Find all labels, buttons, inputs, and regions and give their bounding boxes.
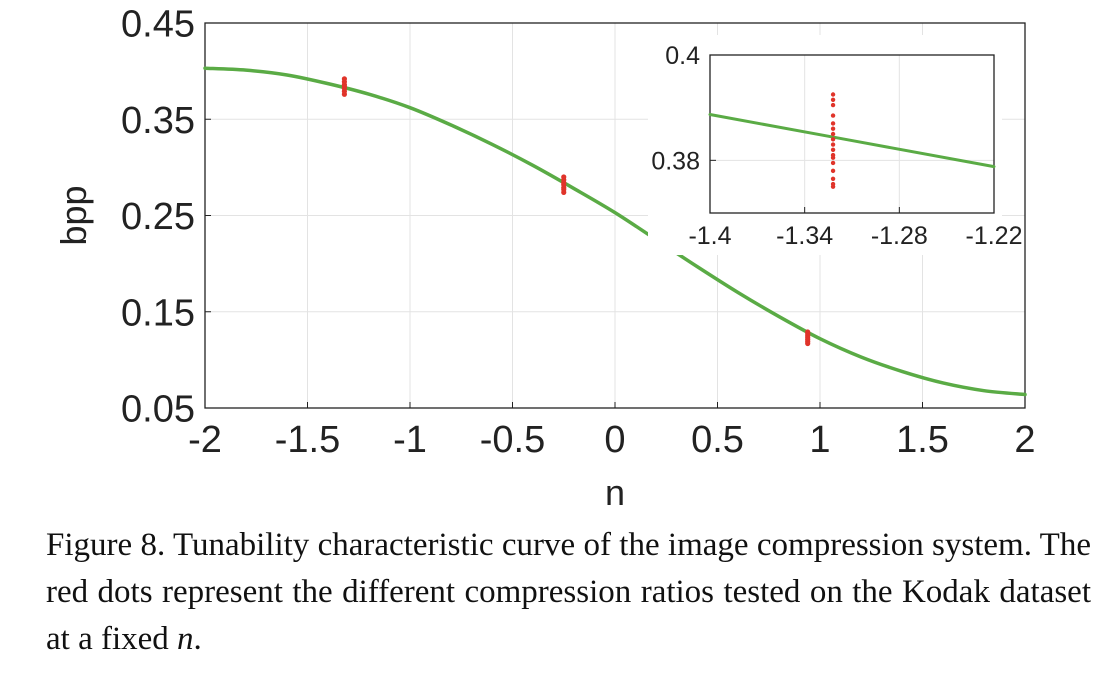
figure-canvas: -2 -1.5 -1 -0.5 0 0.5 1 1.5 2 0.05 0.15 0.25 0.35 0.4…: [53, 4, 1036, 513]
figure-caption: Figure 8. Tunability characteristic curv…: [46, 522, 1091, 663]
inset-data-point-15: [830, 97, 836, 102]
x-axis-label: n: [605, 472, 625, 513]
inset-series: [708, 92, 996, 189]
main-data-point-6: [341, 76, 347, 82]
inset-background: [648, 35, 1002, 255]
main-x-tick-label-0: -2: [188, 419, 222, 461]
inset-data-point-6: [830, 152, 836, 158]
inset-x-tick-label-1: -1.34: [776, 222, 833, 250]
y-axis-label: bpp: [53, 185, 94, 245]
main-x-tick-label-7: 1.5: [896, 419, 949, 461]
main-y-tick-label-0: 0.05: [121, 389, 195, 431]
main-y-tick-label-2: 0.25: [121, 196, 195, 238]
inset-series-line-0: [708, 113, 996, 169]
main-x-tick-label-6: 1: [809, 419, 830, 461]
main-x-tick-label-1: -1.5: [275, 419, 340, 461]
main-x-tick-label-2: -1: [393, 419, 427, 461]
inset-data-point-13: [830, 113, 836, 118]
main-data-point-13: [561, 174, 567, 180]
main-tick-labels: -2 -1.5 -1 -0.5 0 0.5 1 1.5 2 0.05 0.15 0.25 0.35 0.4…: [121, 4, 1036, 461]
inset-y-tick-label-1: 0.4: [665, 42, 700, 70]
inset-data-point-14: [830, 102, 836, 108]
main-plot-frame: [204, 22, 1026, 409]
inset-data-point-9: [830, 137, 836, 142]
main-x-tick-label-5: 0.5: [691, 419, 744, 461]
inset-tick-labels: -1.4 -1.34 -1.28 -1.22 0.38 0.4: [651, 42, 1022, 250]
main-series: [203, 66, 1027, 397]
inset-y-tick-label-0: 0.38: [651, 147, 700, 175]
caption-variable: n: [177, 621, 194, 657]
caption-end: .: [193, 621, 202, 657]
inset-data-point-8: [830, 142, 836, 147]
inset-data-point-12: [830, 121, 836, 126]
inset-data-point-7: [830, 147, 836, 152]
inset-data-point-10: [830, 131, 836, 137]
inset-data-point-3: [830, 168, 836, 174]
main-y-tick-label-3: 0.35: [121, 100, 195, 142]
main-x-tick-label-8: 2: [1014, 419, 1035, 461]
main-x-tick-label-4: 0: [604, 419, 625, 461]
main-y-tick-label-1: 0.15: [121, 292, 195, 334]
inset-plot-frame: [709, 54, 995, 214]
inset-data-point-1: [830, 181, 836, 187]
inset-x-tick-label-2: -1.28: [871, 222, 928, 250]
main-x-tick-label-3: -0.5: [480, 419, 545, 461]
main-series-line-0: [203, 66, 1027, 397]
inset-data-point-11: [830, 126, 836, 131]
caption-text: Figure 8. Tunability characteristic curv…: [46, 527, 1091, 657]
main-y-tick-label-4: 0.45: [121, 4, 195, 46]
inset-data-point-2: [830, 176, 836, 181]
inset-data-point-16: [830, 92, 836, 97]
inset-x-tick-label-3: -1.22: [966, 222, 1023, 250]
inset-plot: -1.4 -1.34 -1.28 -1.22 0.38 0.4: [648, 35, 1022, 255]
main-data-point-20: [805, 329, 811, 335]
inset-data-point-4: [830, 160, 836, 166]
inset-x-tick-label-0: -1.4: [688, 222, 731, 250]
